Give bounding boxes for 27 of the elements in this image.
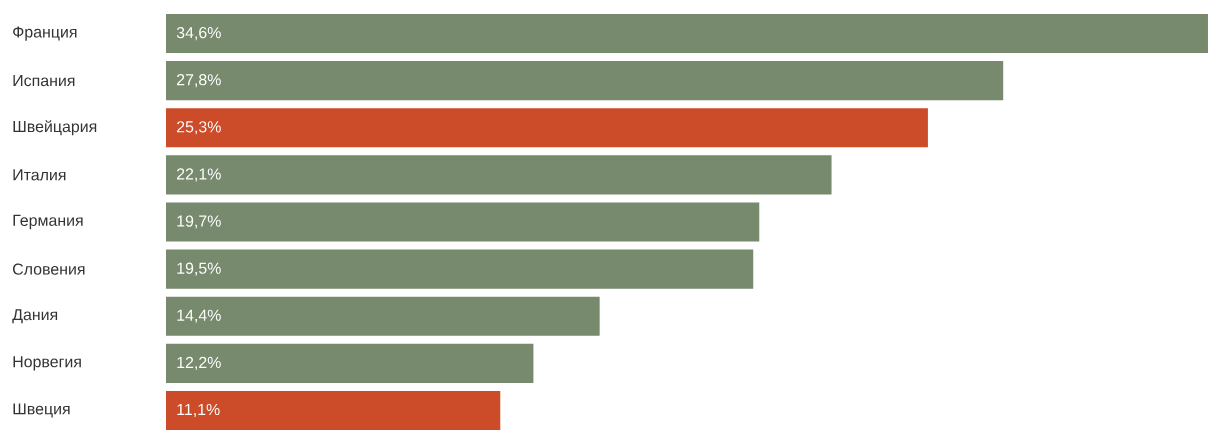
y-tick-label: Испания (13, 75, 75, 87)
y-tick-label: Норвегия (13, 356, 81, 371)
data-label: 19,7% (177, 215, 221, 229)
bar (166, 155, 832, 195)
y-tick-label: Словения (13, 263, 85, 275)
data-label: 25,3% (177, 121, 221, 135)
data-label: 34,6% (176, 26, 221, 41)
bar (166, 343, 534, 383)
y-tick-label: Германия (13, 214, 83, 230)
data-label: 27,8% (177, 74, 221, 88)
y-tick-label: Италия (13, 169, 66, 181)
y-tick-label: Швейцария (13, 120, 97, 136)
data-label: 12,2% (177, 356, 221, 370)
bar (166, 202, 760, 242)
data-label: 22,1% (177, 168, 221, 182)
data-label: 19,5% (177, 262, 221, 276)
bar (166, 390, 501, 430)
bar (166, 296, 600, 336)
bar (166, 14, 1208, 54)
bar (166, 61, 1004, 101)
y-tick-label: Швеция (13, 403, 70, 418)
data-label: 14,4% (177, 309, 221, 323)
bar (166, 249, 754, 289)
y-tick-label: Франция (13, 26, 77, 41)
bar (166, 108, 928, 148)
data-label: 11,1% (177, 403, 220, 417)
y-tick-label: Дания (12, 309, 58, 324)
